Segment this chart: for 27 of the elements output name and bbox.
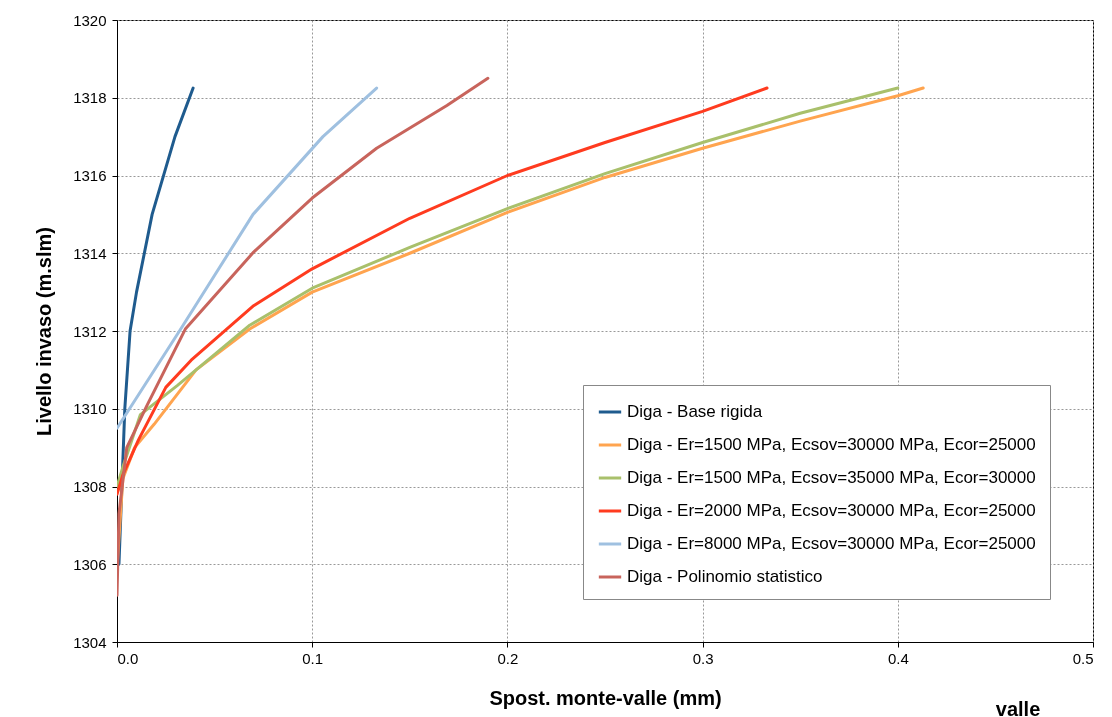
x-tick-label: 0.2 <box>497 649 519 667</box>
legend-label: Diga - Er=2000 MPa, Ecsov=30000 MPa, Ecor=25000 <box>627 501 1036 520</box>
x-tick-label: 0.0 <box>117 649 139 667</box>
legend-label: Diga - Polinomio statistico <box>627 567 823 586</box>
legend-label: Diga - Er=1500 MPa, Ecsov=30000 MPa, Ecor=25000 <box>627 435 1036 454</box>
x-tick-label: 0.4 <box>887 649 909 667</box>
legend-label: Diga - Er=1500 MPa, Ecsov=35000 MPa, Ecor=30000 <box>627 468 1036 487</box>
line-series <box>117 86 379 430</box>
y-tick-label: 1306 <box>73 555 107 573</box>
y-tick-label: 1312 <box>73 322 107 340</box>
y-axis-title: Livello invaso (m.slm) <box>33 227 56 436</box>
text: valle <box>995 698 1041 717</box>
legend-label: Diga - Er=8000 MPa, Ecsov=30000 MPa, Ecor=25000 <box>627 534 1036 553</box>
x-tick-label: 0.5 <box>1072 649 1094 667</box>
x-tick-label: 0.3 <box>692 649 714 667</box>
y-tick-label: 1304 <box>73 633 107 651</box>
x-tick-label: 0.1 <box>302 649 324 667</box>
y-tick-label: 1314 <box>73 244 107 262</box>
y-tick-label: 1308 <box>73 478 107 495</box>
y-tick-label: 1310 <box>73 400 107 418</box>
y-tick-label: 1320 <box>73 11 107 29</box>
line-series <box>117 76 490 597</box>
x-axis-title: Spost. monte-valle (mm) <box>489 686 722 709</box>
legend-label: Diga - Base rigida <box>627 402 763 421</box>
y-tick-label: 1318 <box>73 89 107 107</box>
line-series <box>117 86 900 488</box>
y-tick-label: 1316 <box>73 167 107 184</box>
